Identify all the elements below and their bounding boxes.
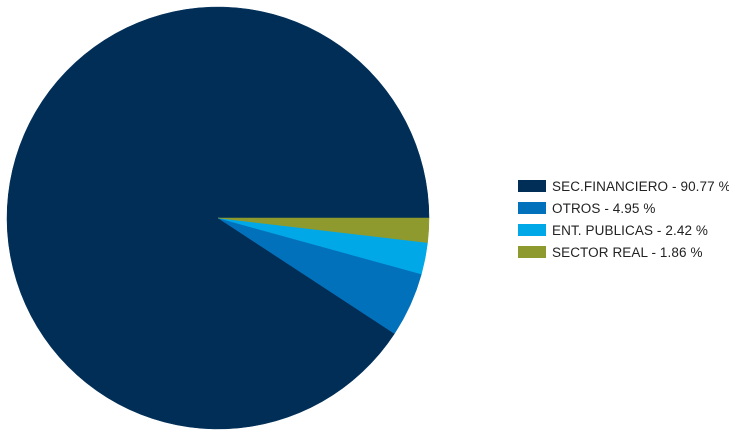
legend-item-sector-real: SECTOR REAL - 1.86 % [518,241,723,263]
chart-legend: SEC.FINANCIERO - 90.77 % OTROS - 4.95 % … [518,175,729,263]
legend-swatch-sector-real [518,246,546,258]
legend-swatch-sec-financiero [518,180,546,192]
legend-swatch-otros [518,202,546,214]
legend-label-otros: OTROS - 4.95 % [552,200,656,216]
legend-item-sec-financiero: SEC.FINANCIERO - 90.77 % [518,175,729,197]
legend-item-otros: OTROS - 4.95 % [518,197,723,219]
legend-label-ent-publicas: ENT. PUBLICAS - 2.42 % [552,222,709,238]
pie-slice-sector-real [217,217,430,243]
legend-item-ent-publicas: ENT. PUBLICAS - 2.42 % [518,219,723,241]
legend-label-sec-financiero: SEC.FINANCIERO - 90.77 % [552,178,729,194]
legend-swatch-ent-publicas [518,224,546,236]
legend-label-sector-real: SECTOR REAL - 1.86 % [552,244,703,260]
